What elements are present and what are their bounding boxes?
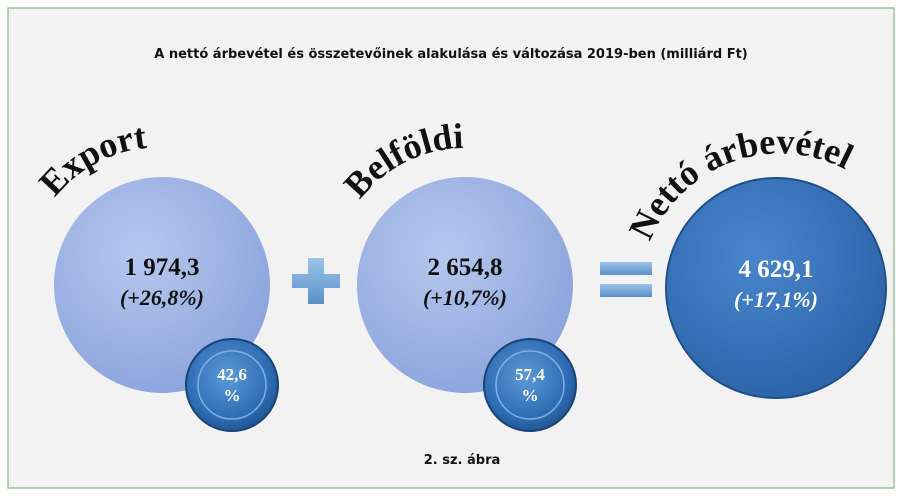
export-share-ring <box>197 350 267 420</box>
export-change: (+26,8%) <box>120 285 204 310</box>
equals-bottom <box>600 284 652 297</box>
domestic-share-unit: % <box>522 386 539 405</box>
title: A nettó árbevétel és összetevőinek alaku… <box>154 47 747 62</box>
domestic-share-circle <box>483 338 577 432</box>
domestic-value: 2 654,8 <box>428 254 503 281</box>
export-value: 1 974,3 <box>125 254 200 281</box>
domestic-circle <box>357 177 573 393</box>
total-value: 4 629,1 <box>739 256 814 283</box>
export-share: 42,6 <box>217 365 247 384</box>
domestic-share: 57,4 <box>515 365 545 384</box>
domestic-share-ring <box>495 350 565 420</box>
export-share-circle <box>185 338 279 432</box>
plus-sign <box>292 258 340 304</box>
caption: 2. sz. ábra <box>424 453 501 468</box>
domestic-change: (+10,7%) <box>423 285 507 310</box>
export-circle <box>54 177 270 393</box>
total-circle <box>665 177 887 399</box>
export-share-unit: % <box>224 386 241 405</box>
equals-top <box>600 262 652 275</box>
total-change: (+17,1%) <box>734 287 818 312</box>
